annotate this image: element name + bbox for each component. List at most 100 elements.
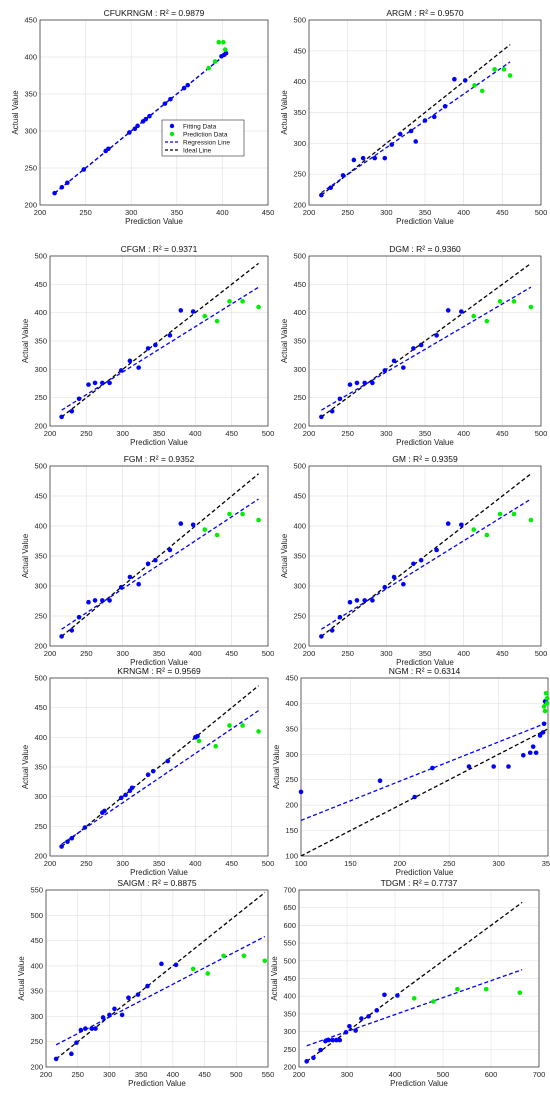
fitting-data-point [165,758,171,764]
fitting-data-point [422,118,428,123]
fitting-data-point [527,750,533,756]
fitting-data-point [145,983,150,989]
fitting-data-point [413,139,419,144]
x-axis-label: Prediction Value [130,658,188,667]
y-tick-label: 400 [293,522,306,531]
prediction-data-point [497,511,503,517]
x-tick-label: 250 [341,429,354,438]
fitting-data-point [178,521,184,526]
y-tick-label: 350 [293,337,306,346]
prediction-data-point [202,313,208,319]
prediction-data-point [483,986,489,992]
regression-line [321,286,532,411]
y-tick-label: 500 [34,674,47,683]
fitting-data-point [185,82,191,88]
prediction-data-point [212,59,218,64]
x-tick-label: 200 [44,859,57,868]
plot-frame [39,19,269,206]
fitting-data-point [418,342,424,348]
chart-panel: 200 300 400 500 600 700 200 250 300 350 400 450 500 5… [270,878,545,1088]
fitting-data-point [391,358,397,364]
fitting-data-point [452,76,457,82]
fitting-data-point [377,778,383,784]
x-tick-label: 450 [225,859,238,868]
ideal-line [61,685,259,848]
fitting-data-point [136,365,141,370]
x-tick-label: 350 [153,649,166,658]
y-tick-label: 300 [285,750,298,759]
x-tick-label: 200 [303,208,316,217]
y-tick-label: 450 [34,280,47,289]
fitting-data-point [129,785,135,791]
fitting-data-point [329,628,335,633]
fitting-data-point [506,764,511,769]
ideal-line [301,728,548,856]
x-tick-label: 450 [262,208,275,217]
y-tick-label: 250 [34,393,47,402]
fitting-data-point [353,1028,358,1033]
x-tick-label: 600 [485,1070,498,1079]
prediction-data-point [472,83,477,88]
y-axis-label: Actual Value [11,90,20,135]
fitting-data-point [533,750,539,756]
ideal-line [61,473,259,637]
fitting-data-point [168,96,173,102]
prediction-data-point [511,511,517,517]
fitting-data-point [135,992,141,997]
y-tick-label: 300 [30,1012,43,1021]
y-axis-label: Actual Value [17,956,26,1001]
fitting-data-point [69,628,75,633]
fitting-data-point [395,993,400,998]
fitting-data-point [459,309,464,314]
x-tick-label: 500 [262,429,275,438]
y-tick-label: 350 [293,552,306,561]
prediction-data-point [256,729,261,734]
fitting-data-point [112,1006,117,1012]
fitting-data-point [366,1014,371,1019]
y-tick-label: 300 [24,127,37,136]
y-tick-label: 200 [293,642,306,651]
x-tick-label: 250 [71,1070,84,1079]
x-tick-label: 250 [341,649,354,658]
fitting-data-point [459,522,464,528]
chart-title: SAIGM : R² = 0.8875 [117,878,196,888]
fitting-data-point [92,598,98,603]
prediction-data-point [206,65,212,71]
prediction-data-point [222,47,228,52]
x-tick-label: 400 [457,208,470,217]
fitting-data-point [445,521,451,526]
fitting-data-point [127,358,133,364]
fitting-data-point [100,380,105,386]
y-tick-label: 400 [34,522,47,531]
fitting-data-point [304,1059,309,1064]
prediction-data-point [221,953,226,959]
chart-panel: 200 250 300 350 400 450 500 200 250 300 350 400 450 5… [280,8,547,226]
y-axis-label: Actual Value [21,318,30,363]
x-tick-label: 350 [153,429,166,438]
fitting-data-point [145,772,151,778]
y-tick-label: 350 [283,1009,296,1018]
fitting-data-point [100,598,105,603]
fitting-data-point [340,173,346,178]
y-tick-label: 200 [34,422,47,431]
fitting-data-point [418,557,424,563]
prediction-data-point [528,304,534,310]
x-tick-label: 450 [496,429,509,438]
x-tick-label: 500 [535,429,548,438]
chart-panel: 200 250 300 350 400 450 500 200 250 300 350 400 450 5… [21,244,274,447]
fitting-data-point [359,1016,364,1021]
chart-title: CFGM : R² = 0.9371 [121,244,198,254]
x-tick-label: 400 [167,1070,180,1079]
y-tick-label: 250 [30,1037,43,1046]
x-tick-label: 450 [496,208,509,217]
fitting-data-point [65,839,70,845]
y-tick-label: 450 [285,674,298,683]
fitting-data-point [178,308,184,313]
prediction-data-point [240,299,245,304]
fitting-data-point [195,733,200,739]
y-tick-label: 350 [30,987,43,996]
x-tick-label: 300 [116,649,129,658]
y-tick-label: 100 [285,852,298,861]
x-tick-label: 500 [262,859,275,868]
